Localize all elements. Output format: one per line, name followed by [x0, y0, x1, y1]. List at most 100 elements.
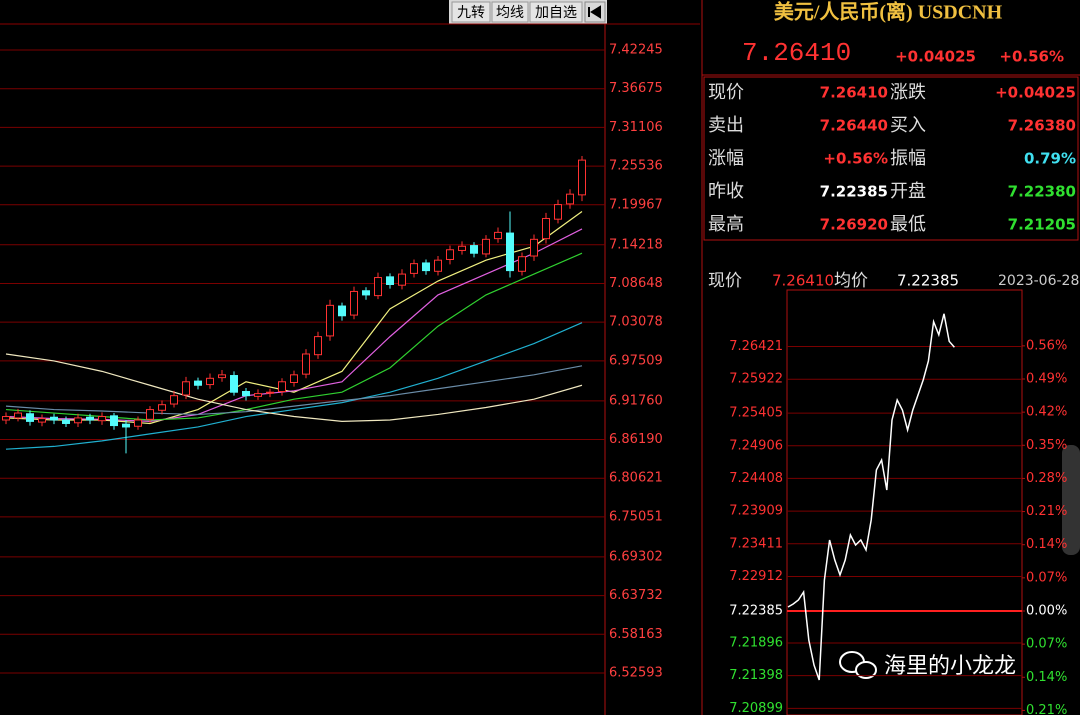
candle-body [38, 418, 46, 423]
quote-label: 卖出 [708, 115, 744, 136]
y-tick-label: 7.23411 [729, 536, 783, 551]
y2-tick-label: 0.42% [1026, 405, 1067, 420]
candle-body [530, 238, 538, 257]
candle-body [98, 416, 106, 422]
y-tick-label: 7.24906 [729, 438, 783, 453]
toolbar-button-label: 加自选 [535, 5, 577, 21]
wechat-icon [855, 661, 877, 679]
quote-label: 昨收 [708, 181, 744, 202]
candle-body [26, 413, 34, 422]
y-tick-label: 6.86190 [609, 432, 663, 447]
quote-value: 0.79% [1024, 150, 1076, 168]
candle-body [446, 249, 454, 260]
candle-body [434, 259, 442, 272]
candle-body [278, 381, 286, 393]
y2-tick-label: 0.21% [1026, 703, 1067, 715]
quote-value: 7.22380 [1008, 183, 1076, 201]
candle-body [110, 415, 118, 427]
candle-body [74, 417, 82, 424]
y-tick-label: 7.03078 [609, 315, 663, 330]
candle-body [158, 404, 166, 411]
intraday-header: 现价 [708, 271, 742, 291]
y-tick-label: 6.69302 [609, 549, 663, 564]
intraday-line [787, 313, 955, 681]
y2-tick-label: 0.14% [1026, 537, 1067, 552]
y-tick-label: 7.08648 [609, 276, 663, 291]
y2-tick-label: 0.49% [1026, 372, 1067, 387]
candle-body [302, 353, 310, 375]
quote-value: 7.22385 [820, 183, 888, 201]
quote-change: +0.04025 [895, 48, 976, 66]
candle-body [470, 245, 478, 254]
intraday-header: 均价 [834, 271, 868, 291]
quote-label: 最高 [708, 214, 744, 235]
candle-body [2, 416, 10, 421]
candle-body [578, 159, 586, 196]
candle-body [242, 391, 250, 397]
toolbar-button[interactable] [529, 1, 583, 23]
candle-body [182, 381, 190, 396]
quote-change-pct: +0.56% [999, 48, 1064, 66]
moving-average [5, 365, 583, 416]
y-tick-label: 7.36675 [609, 81, 663, 96]
y2-tick-label: 0.07% [1026, 570, 1067, 585]
y2-tick-label: 0.07% [1026, 637, 1067, 652]
candle-body [290, 374, 298, 383]
y-tick-label: 7.22385 [729, 603, 783, 618]
quote-label: 涨跌 [890, 82, 926, 103]
y-tick-label: 7.21398 [729, 668, 783, 683]
y-tick-label: 6.52593 [609, 666, 663, 681]
toolbar-button-label: 九转 [457, 5, 485, 21]
candle-body [566, 193, 574, 205]
candle-body [554, 204, 562, 220]
candle-body [326, 304, 334, 337]
candle-body [134, 419, 142, 427]
candle-body [542, 217, 550, 240]
candle-body [494, 231, 502, 240]
y-tick-label: 7.20899 [729, 701, 783, 715]
candle-body [50, 416, 58, 421]
y-tick-label: 7.25405 [729, 406, 783, 421]
toolbar-button-label: 均线 [496, 5, 524, 21]
arrow-icon [588, 5, 601, 19]
quote-label: 买入 [890, 115, 926, 136]
y-tick-label: 7.25922 [729, 372, 783, 387]
candle-body [14, 412, 22, 419]
candle-body [122, 423, 130, 428]
candle-body [506, 232, 514, 272]
y-tick-label: 7.24408 [729, 471, 783, 486]
candle-body [482, 238, 490, 255]
quote-box [703, 76, 1079, 241]
y-tick-label: 6.97509 [609, 353, 663, 368]
toolbar-button[interactable] [491, 1, 529, 23]
toolbar-button[interactable] [451, 1, 491, 23]
candle-body [314, 336, 322, 356]
intraday-header: 7.22385 [897, 272, 959, 290]
quote-value: 7.21205 [1008, 216, 1076, 234]
quote-value: 7.26410 [820, 84, 888, 102]
candle-body [398, 273, 406, 286]
y-tick-label: 6.63732 [609, 588, 663, 603]
intraday-header: 7.26410 [772, 272, 834, 290]
y2-tick-label: 0.14% [1026, 670, 1067, 685]
y-tick-label: 7.26421 [729, 339, 783, 354]
candle-body [374, 277, 382, 297]
candle-body [230, 375, 238, 393]
y-tick-label: 6.80621 [609, 471, 663, 486]
scroll-handle[interactable] [1062, 445, 1080, 555]
quote-value: 7.26920 [820, 216, 888, 234]
quote-value: 7.26440 [820, 117, 888, 135]
quote-label: 开盘 [890, 181, 926, 202]
candle-body [170, 395, 178, 405]
candle-body [62, 419, 70, 424]
y-tick-label: 7.23909 [729, 504, 783, 519]
candle-body [350, 290, 358, 316]
y-tick-label: 7.14218 [609, 237, 663, 252]
intraday-header: 2023-06-28 [998, 273, 1079, 289]
candle-body [218, 374, 226, 379]
quote-label: 振幅 [890, 148, 926, 169]
candle-body [410, 263, 418, 274]
candle-body [266, 391, 274, 394]
quote-label: 最低 [890, 214, 926, 235]
